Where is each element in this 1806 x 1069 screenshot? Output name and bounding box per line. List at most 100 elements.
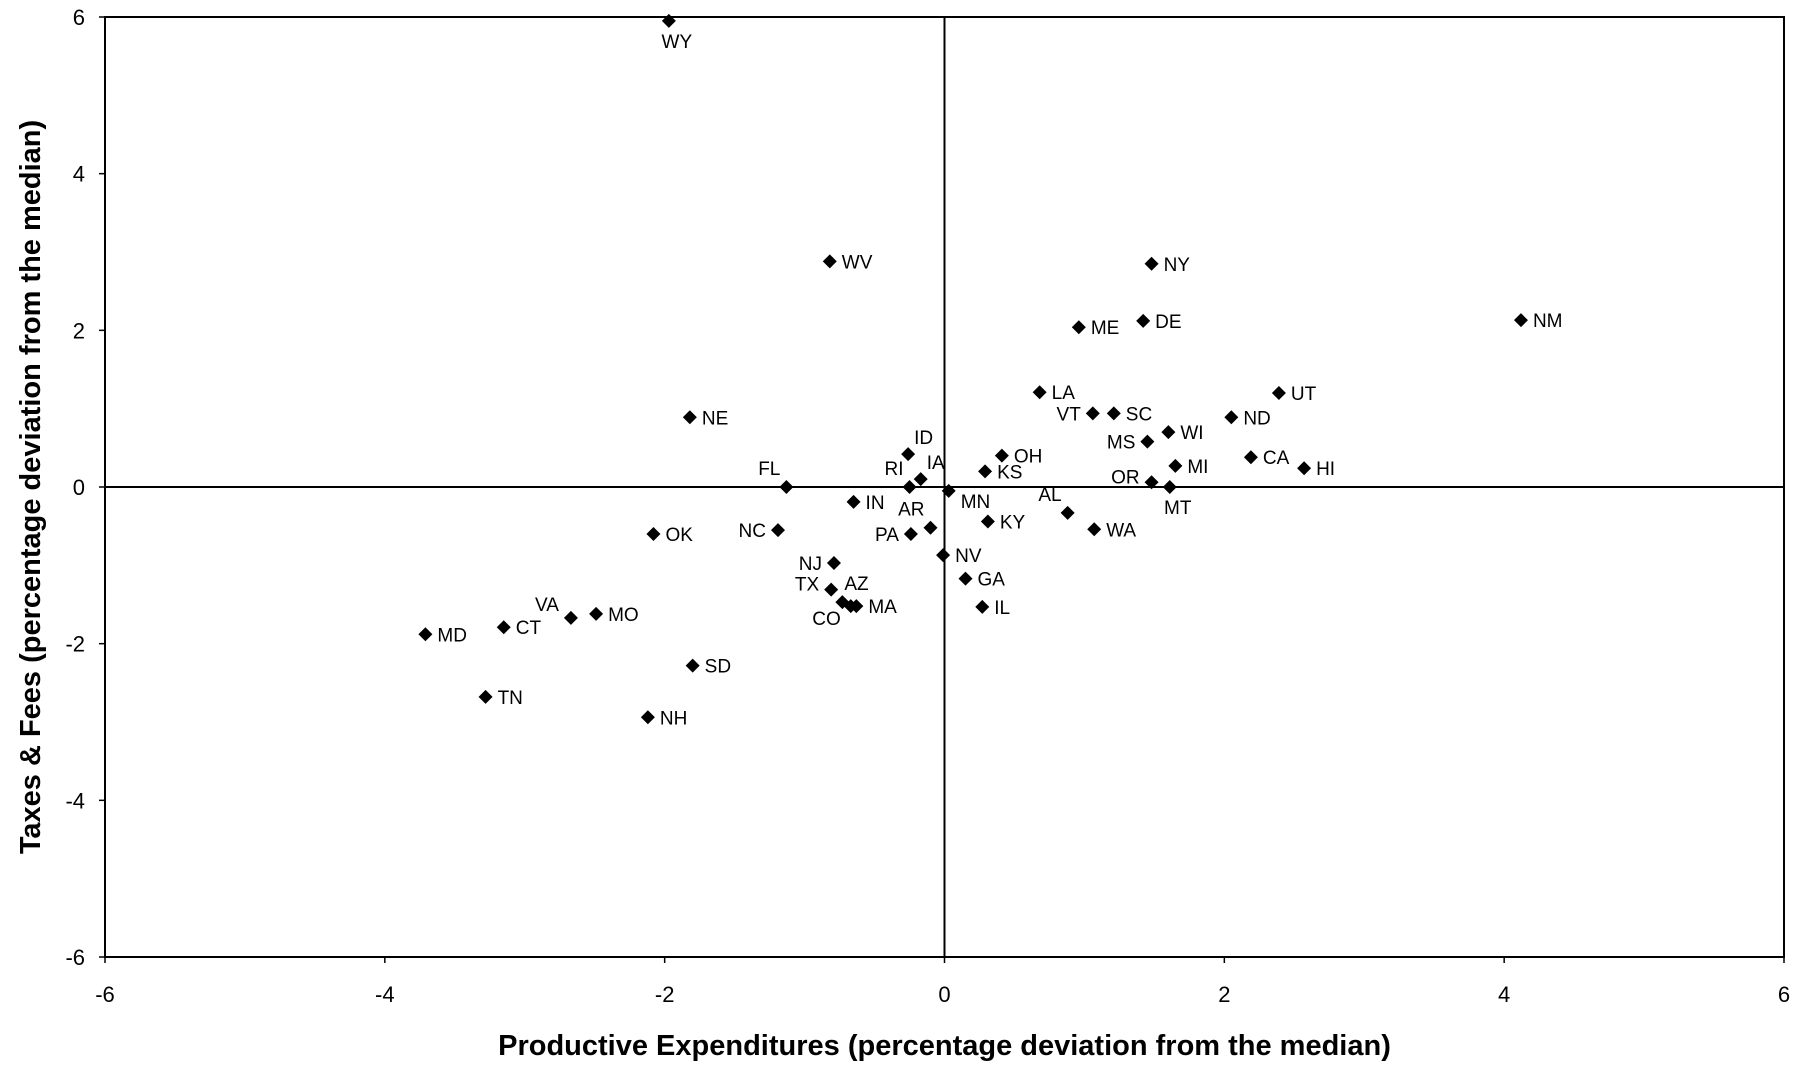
y-tick-label: 0 <box>73 475 85 500</box>
point-nv <box>936 548 951 563</box>
point-label-sd: SD <box>705 657 731 678</box>
point-sd <box>685 658 700 673</box>
point-label-va: VA <box>535 595 559 616</box>
point-label-mt: MT <box>1164 498 1192 519</box>
point-ms <box>1140 434 1155 449</box>
point-tx <box>824 582 839 597</box>
y-tick-label: -6 <box>65 945 85 970</box>
point-label-mi: MI <box>1187 457 1208 478</box>
point-ne <box>682 410 697 425</box>
x-axis-ticks: -6 -4 -2 0 2 4 6 <box>95 957 1790 1007</box>
point-ar <box>923 520 938 535</box>
x-tick-label: 4 <box>1498 982 1510 1007</box>
point-id <box>901 447 916 462</box>
point-label-ca: CA <box>1263 448 1290 469</box>
point-va <box>563 610 578 625</box>
point-label-ks: KS <box>997 462 1022 483</box>
point-md <box>418 627 433 642</box>
point-label-wv: WV <box>842 252 873 273</box>
point-label-mo: MO <box>608 605 639 626</box>
data-points: WY WV NY NM DE ME LA UT VT SC NE ND WI MS ID OH CA MI HI KS… <box>418 13 1563 729</box>
point-label-ky: KY <box>1000 512 1026 533</box>
point-label-ga: GA <box>977 570 1005 591</box>
point-nh <box>640 710 655 725</box>
point-label-wi: WI <box>1180 423 1203 444</box>
point-fl <box>779 480 794 494</box>
x-tick-label: -6 <box>95 982 115 1007</box>
point-label-il: IL <box>994 598 1010 619</box>
point-mo <box>589 606 604 621</box>
point-label-tn: TN <box>498 688 523 709</box>
point-label-la: LA <box>1052 383 1076 404</box>
point-ca <box>1243 450 1258 465</box>
point-ks <box>978 464 993 479</box>
point-nc <box>770 523 785 538</box>
point-label-ma: MA <box>868 597 897 618</box>
point-label-vt: VT <box>1057 404 1082 425</box>
point-label-ok: OK <box>665 525 693 546</box>
point-label-mn: MN <box>961 492 991 513</box>
point-label-az: AZ <box>844 574 869 595</box>
point-label-nv: NV <box>955 546 982 567</box>
point-ct <box>496 620 511 635</box>
point-ri <box>902 480 917 494</box>
point-ga <box>958 571 973 586</box>
point-label-hi: HI <box>1316 459 1335 480</box>
point-wa <box>1087 522 1102 537</box>
point-label-al: AL <box>1038 485 1061 506</box>
point-label-ms: MS <box>1107 433 1136 454</box>
point-nm <box>1513 313 1528 328</box>
point-mn <box>941 483 956 498</box>
point-in <box>846 494 861 509</box>
point-vt <box>1085 406 1100 421</box>
point-de <box>1136 313 1151 328</box>
point-label-id: ID <box>914 428 933 449</box>
point-ny <box>1144 256 1159 271</box>
point-label-wy: WY <box>662 32 693 53</box>
x-tick-label: -4 <box>375 982 395 1007</box>
point-label-oh: OH <box>1014 447 1043 468</box>
point-label-me: ME <box>1091 318 1120 339</box>
point-label-pa: PA <box>875 525 899 546</box>
x-axis-title: Productive Expenditures (percentage devi… <box>498 1030 1391 1062</box>
point-label-sc: SC <box>1126 404 1152 425</box>
point-label-ri: RI <box>885 459 904 480</box>
point-sc <box>1106 406 1121 421</box>
y-axis-title: Taxes & Fees (percentage deviation from … <box>15 120 47 854</box>
point-wy <box>661 13 676 28</box>
point-me <box>1071 320 1086 335</box>
point-la <box>1032 385 1047 400</box>
point-label-ny: NY <box>1164 255 1191 276</box>
x-tick-label: 0 <box>938 982 950 1007</box>
point-label-tx: TX <box>795 575 820 596</box>
y-tick-label: -4 <box>65 788 85 813</box>
point-wi <box>1161 425 1176 440</box>
point-label-nm: NM <box>1533 311 1563 332</box>
point-label-ut: UT <box>1291 384 1317 405</box>
point-label-wa: WA <box>1106 520 1136 541</box>
point-tn <box>478 689 493 704</box>
point-label-ct: CT <box>516 618 542 639</box>
point-label-co: CO <box>812 609 841 630</box>
x-tick-label: 6 <box>1778 982 1790 1007</box>
point-ky <box>980 514 995 529</box>
point-label-ne: NE <box>702 408 728 429</box>
point-label-ar: AR <box>898 500 924 521</box>
point-oh <box>994 448 1009 463</box>
point-label-ia: IA <box>927 453 945 474</box>
x-tick-label: -2 <box>655 982 675 1007</box>
point-il <box>975 599 990 614</box>
y-tick-label: 4 <box>73 162 85 187</box>
point-ma <box>849 599 864 614</box>
x-tick-label: 2 <box>1218 982 1230 1007</box>
point-label-de: DE <box>1155 312 1181 333</box>
y-tick-label: 6 <box>73 5 85 30</box>
point-label-nh: NH <box>660 708 687 729</box>
y-axis-ticks: 6 4 2 0 -2 -4 -6 <box>65 5 105 970</box>
point-al <box>1060 505 1075 520</box>
point-wv <box>822 254 837 269</box>
point-pa <box>903 527 918 541</box>
point-nj <box>826 555 841 570</box>
point-hi <box>1297 461 1312 476</box>
